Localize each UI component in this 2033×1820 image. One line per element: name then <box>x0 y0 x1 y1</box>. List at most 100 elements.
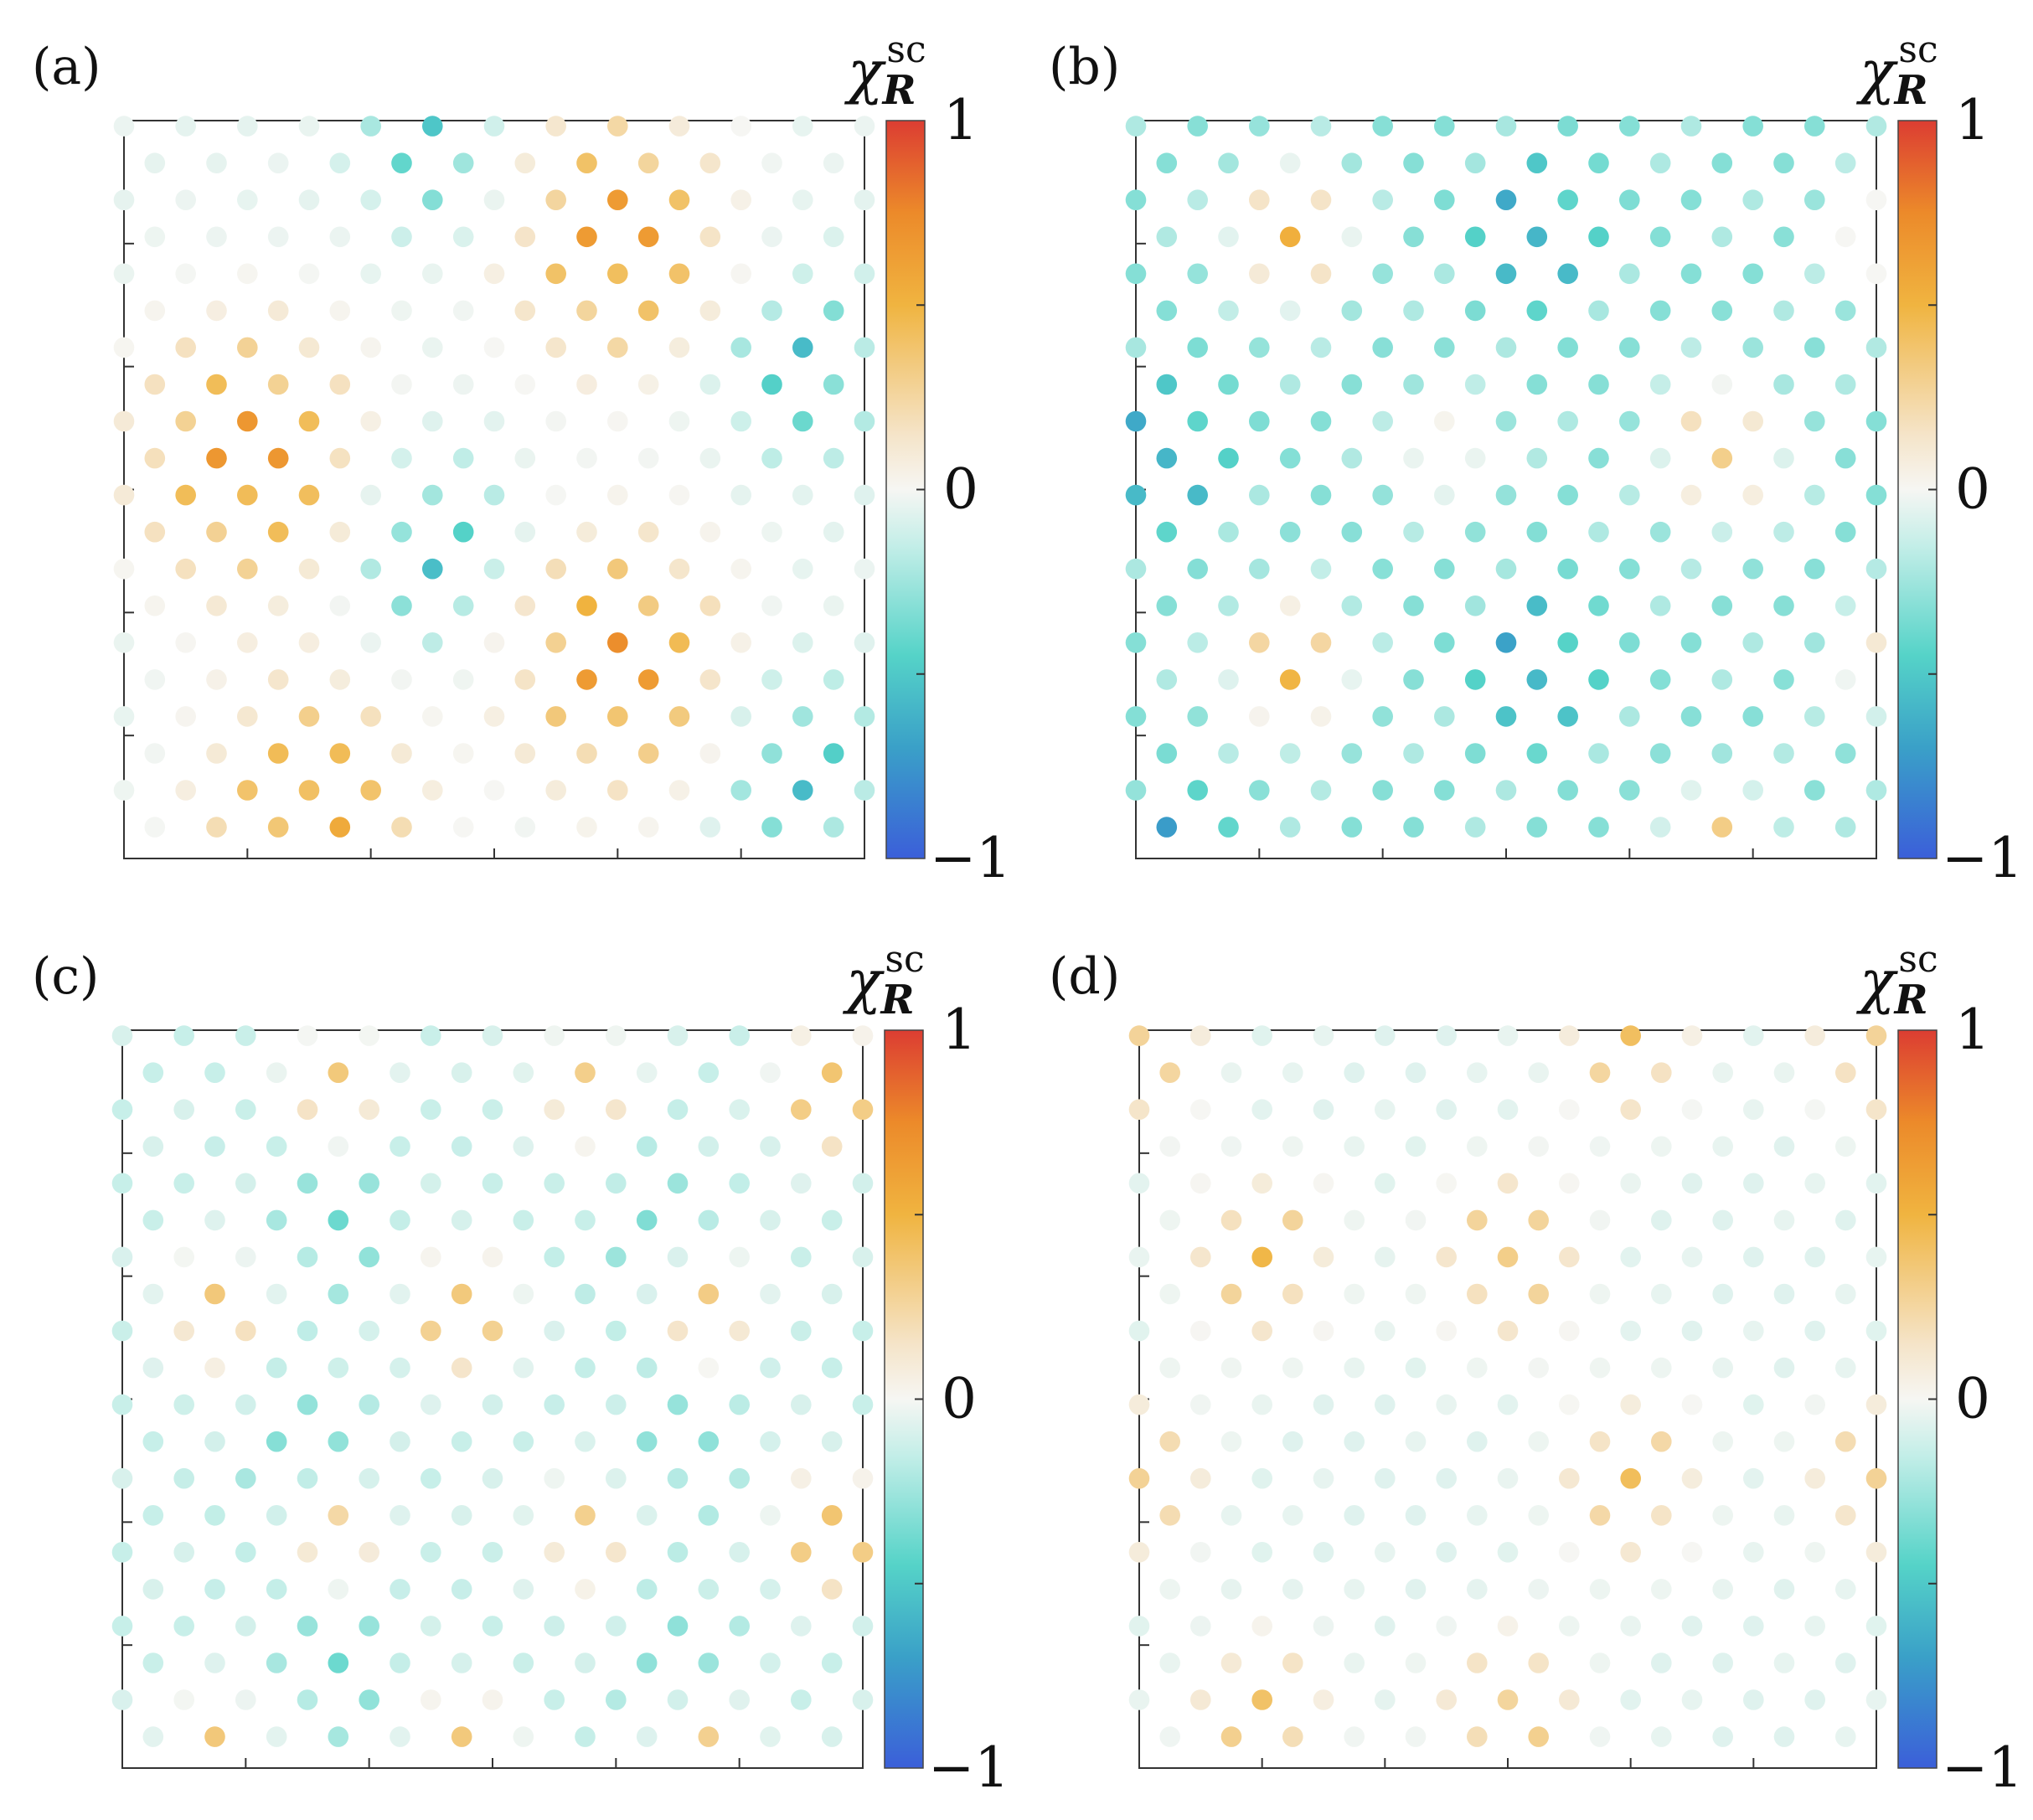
lattice-point <box>1434 337 1455 358</box>
lattice-point <box>668 337 690 358</box>
colorbar-title-subscript: R <box>881 67 916 114</box>
lattice-point <box>792 484 813 506</box>
lattice-point <box>451 1431 472 1452</box>
lattice-point <box>1834 447 1856 469</box>
lattice-point <box>235 1394 256 1415</box>
lattice-point <box>1344 1136 1365 1157</box>
lattice-point <box>422 337 443 358</box>
lattice-point <box>1436 1173 1457 1194</box>
lattice-point <box>730 632 751 653</box>
lattice-point <box>1279 447 1301 469</box>
lattice-point <box>421 1616 441 1637</box>
lattice-point <box>1467 1136 1488 1157</box>
lattice-point <box>1405 1357 1427 1379</box>
lattice-point <box>175 632 196 653</box>
lattice-point <box>1464 300 1486 322</box>
lattice-point <box>482 1394 503 1415</box>
lattice-point <box>1557 337 1578 358</box>
lattice-point <box>1187 263 1208 285</box>
lattice-point <box>1159 1431 1180 1452</box>
lattice-point <box>1467 1283 1488 1305</box>
lattice-point <box>1620 1246 1641 1268</box>
lattice-point <box>1405 1579 1427 1600</box>
lattice-point <box>729 1542 750 1563</box>
lattice-point <box>1680 632 1702 653</box>
lattice-point <box>328 1726 349 1747</box>
lattice-point <box>206 374 227 395</box>
lattice-point <box>360 706 382 727</box>
lattice-point <box>1680 189 1702 210</box>
lattice-point <box>1436 1025 1457 1046</box>
lattice-point <box>1403 226 1424 248</box>
lattice-point <box>1711 300 1733 322</box>
lattice-point <box>451 1652 472 1673</box>
lattice-point <box>1649 521 1671 543</box>
lattice-point <box>1497 1320 1519 1342</box>
lattice-point <box>1372 558 1393 580</box>
lattice-point <box>266 1062 287 1083</box>
lattice-point <box>792 263 813 285</box>
lattice-point <box>1218 300 1239 322</box>
lattice-point <box>1467 1209 1488 1231</box>
lattice-point <box>1279 743 1301 764</box>
lattice-point <box>1344 1357 1365 1379</box>
lattice-point <box>1528 1726 1549 1747</box>
lattice-point <box>699 669 721 690</box>
colorbar: 1 0 −1 χsc R <box>844 28 1011 890</box>
lattice-point <box>1834 226 1856 248</box>
lattice-point <box>1310 189 1332 210</box>
lattice-point <box>421 1542 441 1563</box>
lattice-point <box>606 1320 627 1342</box>
lattice-point <box>514 669 536 690</box>
lattice-point <box>698 1209 720 1231</box>
lattice-point <box>698 1431 720 1452</box>
lattice-point <box>761 817 782 838</box>
lattice-point <box>1128 1099 1150 1120</box>
lattice-point <box>391 521 412 543</box>
lattice-point <box>1497 1099 1519 1120</box>
lattice-point <box>1528 1062 1549 1083</box>
lattice-point <box>607 337 628 358</box>
lattice-point <box>576 374 597 395</box>
lattice-point <box>606 1173 627 1194</box>
lattice-point <box>1403 300 1424 322</box>
lattice-point <box>452 374 474 395</box>
lattice-point <box>113 189 135 210</box>
lattice-point <box>1865 189 1887 210</box>
lattice-point <box>1403 743 1424 764</box>
lattice-point <box>1434 706 1455 727</box>
lattice-point <box>1218 374 1239 395</box>
lattice-point <box>1528 1283 1549 1305</box>
lattice-point <box>606 1099 627 1120</box>
lattice-point <box>1187 484 1208 506</box>
lattice-point <box>1249 558 1270 580</box>
lattice-point <box>1743 1542 1764 1563</box>
lattice-point <box>421 1025 441 1046</box>
lattice-point <box>576 669 597 690</box>
lattice-point <box>1220 1505 1242 1526</box>
lattice-point <box>545 632 566 653</box>
lattice-point <box>1773 743 1794 764</box>
lattice-point <box>297 1099 318 1120</box>
lattice-point <box>1467 1579 1488 1600</box>
lattice-point <box>1156 521 1178 543</box>
lattice-point <box>1649 743 1671 764</box>
lattice-point <box>1773 817 1794 838</box>
lattice-point <box>1834 521 1856 543</box>
lattice-point <box>513 1136 534 1157</box>
lattice-point <box>1190 1025 1211 1046</box>
lattice-point <box>1251 1394 1272 1415</box>
lattice-point <box>1620 1394 1641 1415</box>
lattice-point <box>1495 189 1517 210</box>
lattice-point <box>1251 1025 1272 1046</box>
lattice-point <box>1372 116 1393 137</box>
lattice-point <box>1865 484 1887 506</box>
lattice-point <box>1497 1246 1519 1268</box>
lattice-point <box>1341 447 1363 469</box>
lattice-point <box>1436 1099 1457 1120</box>
lattice-point <box>1559 1320 1580 1342</box>
lattice-point <box>606 1025 627 1046</box>
lattice-point <box>1403 152 1424 173</box>
lattice-point <box>514 817 536 838</box>
lattice-point <box>1190 1467 1211 1489</box>
